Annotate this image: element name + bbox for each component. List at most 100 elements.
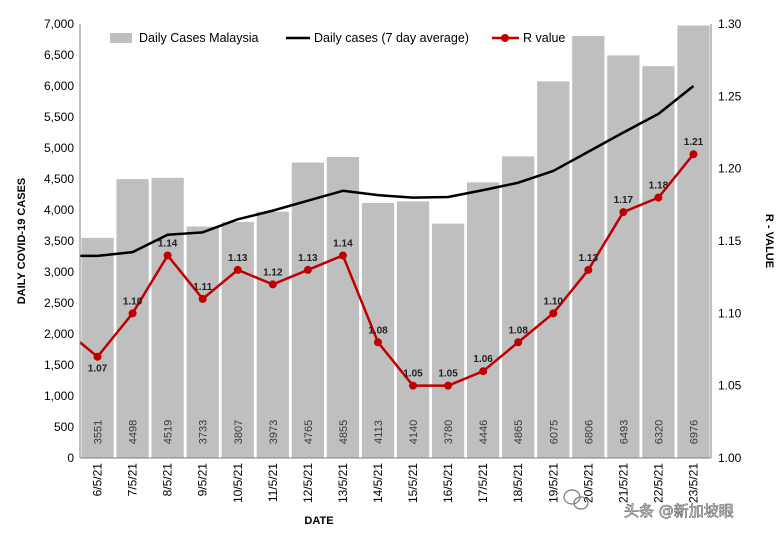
r-value-point-7/5/21 xyxy=(128,309,137,318)
bar-value-label: 4140 xyxy=(408,420,420,444)
bar-value-label: 3780 xyxy=(443,420,455,444)
y-tick-label: 6,000 xyxy=(44,79,74,93)
legend-label-bars: Daily Cases Malaysia xyxy=(139,31,259,45)
legend-swatch-r-marker xyxy=(501,34,509,42)
line-series-7-day-average xyxy=(80,85,695,258)
r-value-label: 1.14 xyxy=(158,238,178,249)
left-axis-ticks: 0 500 1,000 1,500 2,000 2,500 3,000 3,500 4,000 4… xyxy=(44,17,74,465)
x-tick-label: 21/5/21 xyxy=(616,463,630,503)
r-value-labels: 1.07 1.10 1.14 1.11 1.13 1.12 1.13 1.14 1.08 1.05… xyxy=(88,137,704,379)
bar-12/5/21 xyxy=(291,162,324,458)
r-value-label: 1.18 xyxy=(649,181,669,192)
line-series-r-value xyxy=(79,150,698,390)
r-value-point-19/5/21 xyxy=(549,309,558,318)
r-value-point-6/5/21 xyxy=(93,352,102,361)
bar-22/5/21 xyxy=(642,66,675,458)
y-tick-label: 5,500 xyxy=(44,110,74,124)
bar-9/5/21 xyxy=(186,226,219,458)
legend-label-average: Daily cases (7 day average) xyxy=(314,31,469,45)
x-tick-label: 17/5/21 xyxy=(476,463,490,503)
x-tick-label: 8/5/21 xyxy=(161,463,175,497)
bar-10/5/21 xyxy=(221,221,254,458)
bar-20/5/21 xyxy=(572,36,605,458)
r-value-point-9/5/21 xyxy=(198,294,207,303)
x-tick-label: 15/5/21 xyxy=(406,463,420,503)
bar-value-label: 4865 xyxy=(513,420,525,444)
bar-value-label: 4498 xyxy=(128,420,140,444)
y-tick-label: 4,000 xyxy=(44,203,74,217)
bar-14/5/21 xyxy=(361,202,395,458)
bar-13/5/21 xyxy=(326,156,360,459)
x-tick-label: 13/5/21 xyxy=(336,463,350,503)
r-value-label: 1.10 xyxy=(123,296,143,307)
x-tick-label: 12/5/21 xyxy=(301,463,315,503)
r-value-label: 1.17 xyxy=(614,195,634,206)
r-value-point-13/5/21 xyxy=(338,251,347,260)
x-tick-label: 20/5/21 xyxy=(581,463,595,503)
r-value-point-8/5/21 xyxy=(163,251,172,260)
bar-value-label: 6320 xyxy=(653,420,665,444)
r-value-point-21/5/21 xyxy=(619,208,628,217)
bar-15/5/21 xyxy=(396,201,430,458)
legend-swatch-bars xyxy=(110,33,132,43)
r-value-point-11/5/21 xyxy=(268,280,277,289)
bar-value-label: 6493 xyxy=(618,420,630,444)
bar-19/5/21 xyxy=(537,81,570,458)
y-tick-label: 5,000 xyxy=(44,141,74,155)
y2-tick-label: 1.05 xyxy=(718,379,742,393)
y2-tick-label: 1.25 xyxy=(718,89,742,103)
x-tick-label: 6/5/21 xyxy=(91,463,105,497)
y-tick-label: 7,000 xyxy=(44,17,74,31)
y-tick-label: 3,000 xyxy=(44,265,74,279)
bar-value-label: 3807 xyxy=(233,420,245,444)
r-value-label: 1.08 xyxy=(508,325,528,336)
bar-16/5/21 xyxy=(431,223,465,458)
bar-23/5/21 xyxy=(677,25,710,458)
x-tick-label: 10/5/21 xyxy=(231,463,245,503)
x-axis-title: DATE xyxy=(304,515,333,527)
r-value-label: 1.13 xyxy=(298,253,318,264)
x-tick-label: 16/5/21 xyxy=(441,463,455,503)
y-tick-label: 2,500 xyxy=(44,296,74,310)
y-tick-label: 3,500 xyxy=(44,234,74,248)
average-line-path xyxy=(80,85,695,258)
bar-11/5/21 xyxy=(256,211,289,458)
right-axis-ticks: 1.00 1.05 1.10 1.15 1.20 1.25 1.30 xyxy=(718,17,742,465)
y-tick-label: 2,000 xyxy=(44,327,74,341)
x-tick-label: 23/5/21 xyxy=(686,463,700,503)
bar-value-labels: 3551 4498 4519 3733 3807 3973 4765 4855 4113 4140… xyxy=(93,420,701,444)
r-value-label: 1.21 xyxy=(684,137,704,148)
axes xyxy=(79,24,712,459)
r-value-point-18/5/21 xyxy=(514,338,523,347)
bar-series-daily-cases xyxy=(81,25,710,459)
x-tick-label: 7/5/21 xyxy=(126,463,140,497)
x-tick-label: 9/5/21 xyxy=(196,463,210,497)
y2-tick-label: 1.20 xyxy=(718,162,742,176)
y-tick-label: 1,000 xyxy=(44,389,74,403)
y-tick-label: 1,500 xyxy=(44,358,74,372)
bar-value-label: 6806 xyxy=(583,420,595,444)
bar-value-label: 6075 xyxy=(548,420,560,444)
r-value-label: 1.11 xyxy=(193,282,212,293)
y2-axis-title: R - VALUE xyxy=(763,214,775,268)
r-value-point-20/5/21 xyxy=(584,265,593,274)
x-tick-label: 19/5/21 xyxy=(546,463,560,503)
r-value-label: 1.10 xyxy=(544,296,564,307)
r-value-point-12/5/21 xyxy=(303,265,312,274)
y-tick-label: 4,500 xyxy=(44,172,74,186)
legend-label-r-value: R value xyxy=(523,31,565,45)
watermark-text: 头条 @新加坡眼 xyxy=(624,502,734,520)
r-value-label: 1.13 xyxy=(579,253,599,264)
r-value-point-15/5/21 xyxy=(409,381,418,390)
bar-value-label: 4519 xyxy=(163,420,175,444)
y-tick-label: 0 xyxy=(67,451,74,465)
y2-tick-label: 1.15 xyxy=(718,234,742,248)
r-value-label: 1.05 xyxy=(438,369,458,380)
x-tick-label: 22/5/21 xyxy=(651,463,665,503)
y-axis-title: DAILY COVID-19 CASES xyxy=(16,178,28,305)
r-value-label: 1.06 xyxy=(473,354,493,365)
r-value-label: 1.13 xyxy=(228,253,248,264)
bar-value-label: 3733 xyxy=(198,420,210,444)
bar-7/5/21 xyxy=(116,179,149,458)
bar-value-label: 4855 xyxy=(338,420,350,444)
